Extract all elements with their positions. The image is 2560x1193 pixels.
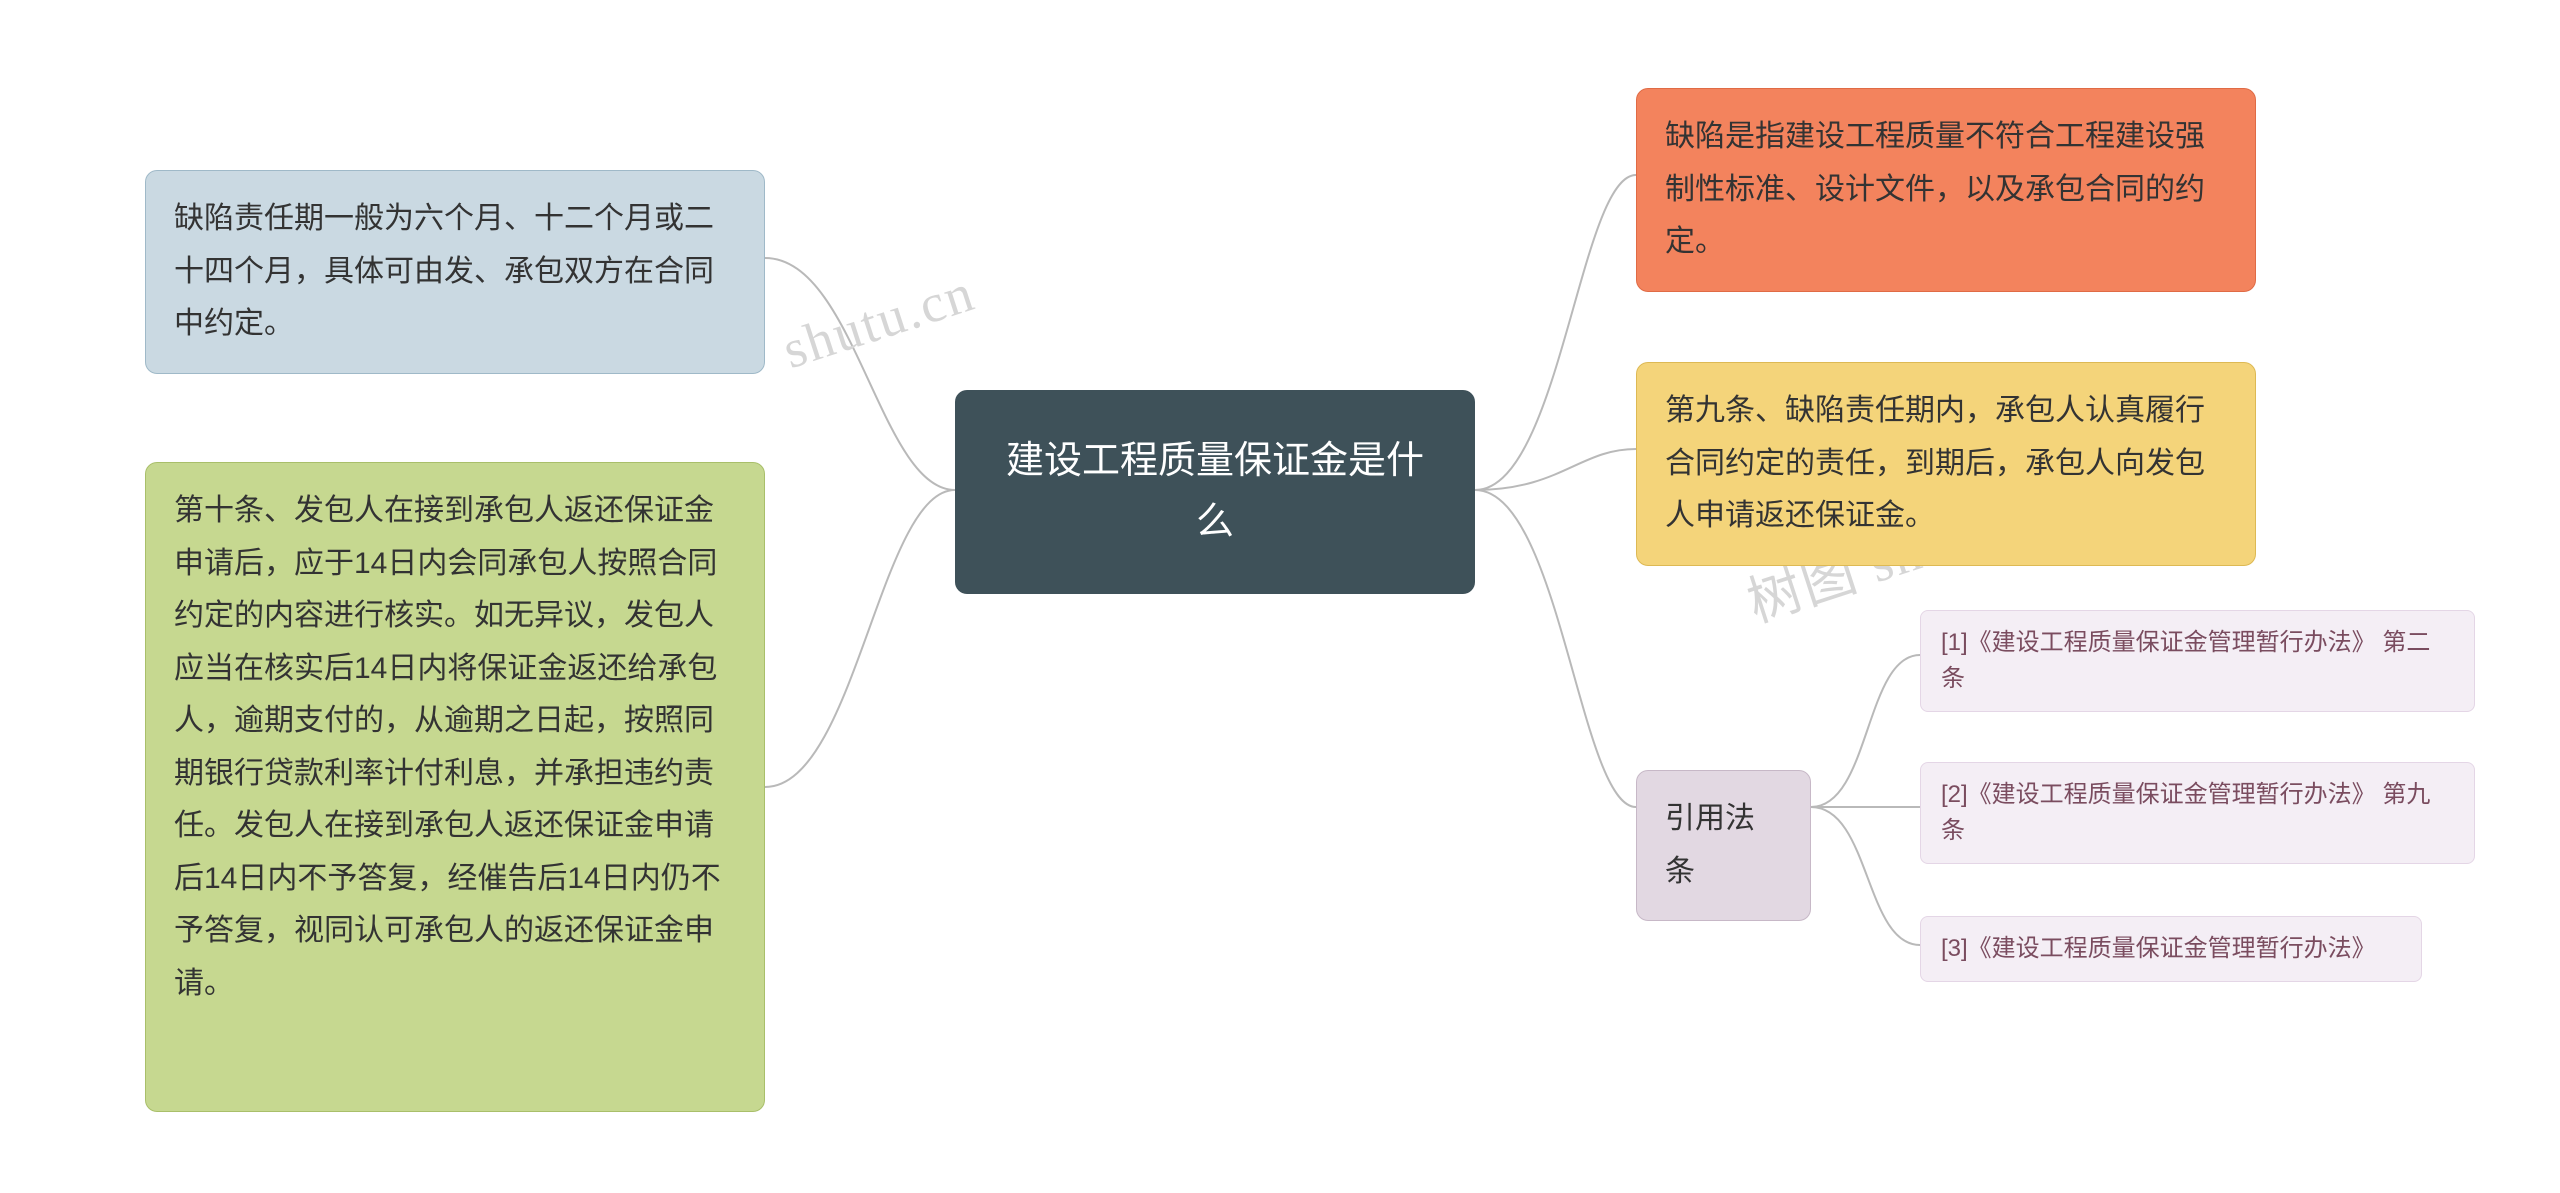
mindmap-node-left-2[interactable]: 第十条、发包人在接到承包人返还保证金申请后，应于14日内会同承包人按照合同约定的… [145,462,765,1112]
mindmap-node-right-2[interactable]: 第九条、缺陷责任期内，承包人认真履行合同约定的责任，到期后，承包人向发包人申请返… [1636,362,2256,566]
mindmap-root[interactable]: 建设工程质量保证金是什么 [955,390,1475,594]
citation-item[interactable]: [1]《建设工程质量保证金管理暂行办法》 第二条 [1920,610,2475,712]
citation-item[interactable]: [2]《建设工程质量保证金管理暂行办法》 第九条 [1920,762,2475,864]
mindmap-node-right-1[interactable]: 缺陷是指建设工程质量不符合工程建设强制性标准、设计文件，以及承包合同的约定。 [1636,88,2256,292]
mindmap-node-citations[interactable]: 引用法条 [1636,770,1811,921]
mindmap-node-left-1[interactable]: 缺陷责任期一般为六个月、十二个月或二十四个月，具体可由发、承包双方在合同中约定。 [145,170,765,374]
citation-item[interactable]: [3]《建设工程质量保证金管理暂行办法》 [1920,916,2422,982]
watermark: shutu.cn [775,261,982,381]
